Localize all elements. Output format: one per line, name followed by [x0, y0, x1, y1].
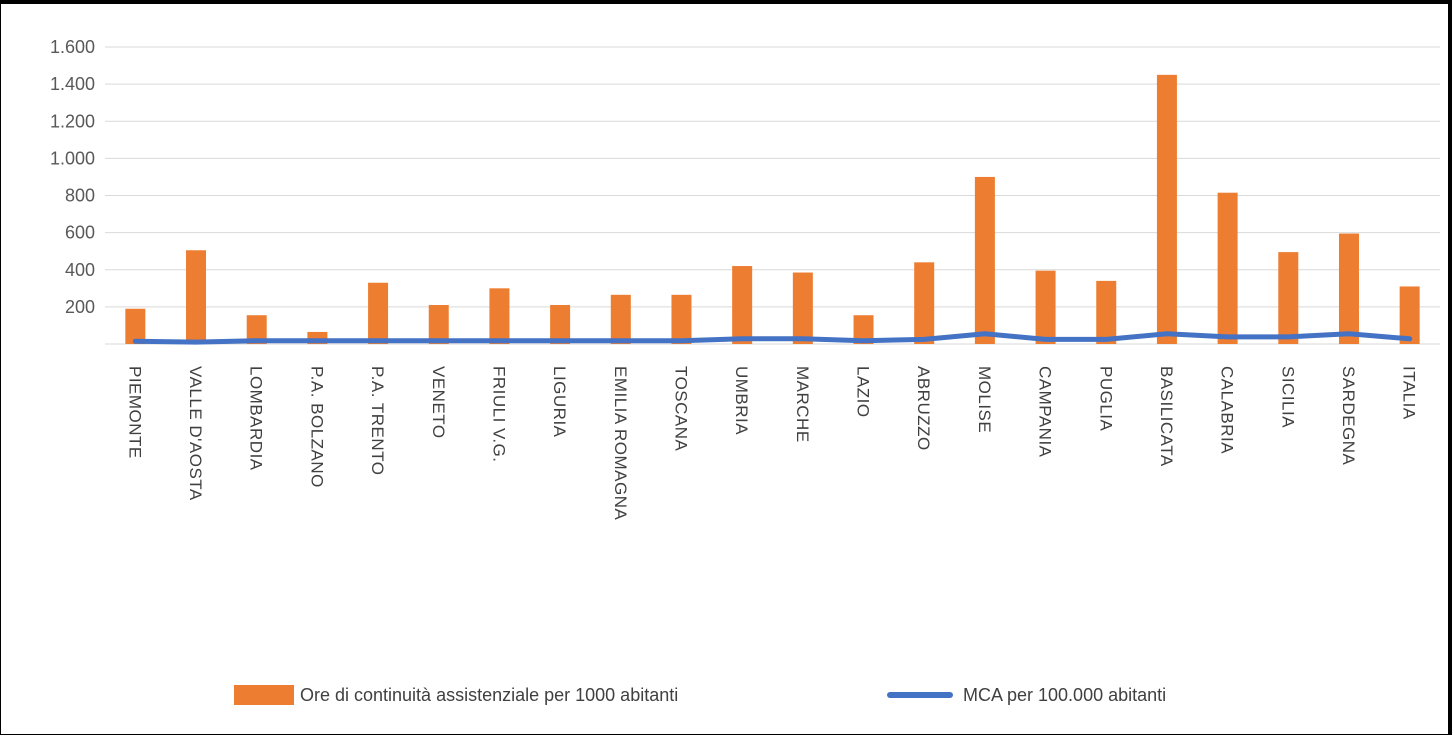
- x-tick-label: P.A. BOLZANO: [307, 366, 326, 488]
- bar: [489, 288, 510, 344]
- y-tick-label: 600: [65, 223, 95, 243]
- bar: [853, 315, 874, 344]
- y-tick-label: 1.400: [50, 74, 95, 94]
- x-tick-label: TOSCANA: [671, 366, 690, 452]
- y-tick-label: 800: [65, 186, 95, 206]
- line-series-mca: [132, 331, 1413, 345]
- x-tick-label: PIEMONTE: [125, 366, 144, 459]
- bar: [1278, 252, 1299, 344]
- x-tick-label: ITALIA: [1400, 366, 1419, 420]
- bar: [428, 305, 449, 344]
- x-tick-label: SARDEGNA: [1339, 366, 1358, 466]
- x-tick-label: P.A. TRENTO: [368, 366, 387, 475]
- bar: [792, 272, 813, 344]
- bar: [125, 308, 146, 344]
- bar: [1399, 286, 1420, 344]
- x-tick-label: LAZIO: [854, 366, 873, 418]
- x-tick-label: SICILIA: [1278, 366, 1297, 428]
- y-tick-label: 200: [65, 297, 95, 317]
- x-tick-label: PUGLIA: [1096, 366, 1115, 432]
- bar: [1217, 192, 1238, 344]
- x-tick-label: ABRUZZO: [914, 366, 933, 451]
- bar: [186, 250, 207, 344]
- x-tick-label: CALABRIA: [1218, 366, 1237, 454]
- x-tick-label: CAMPANIA: [1036, 366, 1055, 458]
- bar: [1096, 280, 1117, 344]
- bar: [550, 305, 571, 344]
- x-tick-label: FRIULI V.G.: [489, 366, 508, 463]
- x-tick-label: EMILIA ROMAGNA: [611, 366, 630, 521]
- y-tick-label: 1.200: [50, 111, 95, 131]
- x-tick-label: MARCHE: [793, 366, 812, 443]
- x-tick-label: LOMBARDIA: [247, 366, 266, 471]
- x-tick-label: MOLISE: [975, 366, 994, 433]
- y-tick-label: 1.600: [50, 37, 95, 57]
- y-tick-label: 1.000: [50, 148, 95, 168]
- x-tick-label: UMBRIA: [732, 366, 751, 435]
- bar: [1156, 74, 1177, 344]
- bar: [1338, 233, 1359, 344]
- legend-label-line: MCA per 100.000 abitanti: [963, 685, 1166, 705]
- bar: [1035, 270, 1056, 344]
- y-tick-label: 400: [65, 260, 95, 280]
- bar: [974, 176, 995, 344]
- bar: [914, 262, 935, 344]
- x-tick-label: BASILICATA: [1157, 366, 1176, 467]
- bar: [671, 294, 692, 344]
- legend-label-bars: Ore di continuità assistenziale per 1000…: [300, 685, 678, 705]
- bar: [732, 266, 753, 344]
- x-tick-label: VALLE D'AOSTA: [186, 366, 205, 501]
- legend-swatch-bars: [234, 685, 294, 705]
- bar: [246, 315, 267, 344]
- x-tick-label: VENETO: [429, 366, 448, 439]
- x-tick-label: LIGURIA: [550, 366, 569, 438]
- bar: [368, 282, 389, 344]
- bar: [610, 294, 631, 344]
